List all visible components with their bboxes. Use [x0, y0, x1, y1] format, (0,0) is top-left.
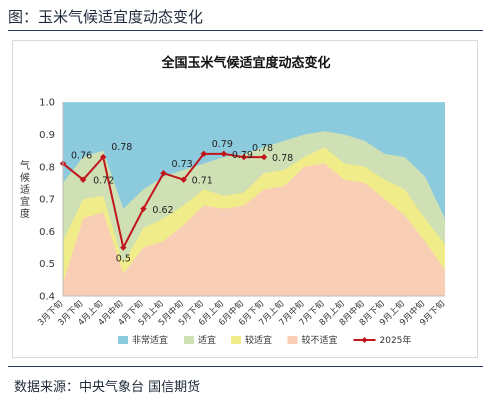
data-label: 0.79: [232, 150, 253, 161]
legend-label: 非常适宜: [132, 334, 168, 346]
y-axis-title-char: 气: [20, 159, 30, 172]
y-axis-title-char: 度: [20, 207, 30, 220]
y-tick-label: 0.6: [39, 227, 55, 238]
data-label: 0.78: [252, 143, 273, 154]
data-label: 0.62: [152, 205, 173, 216]
series-layer: [59, 150, 268, 251]
y-axis-title-char: 适: [20, 184, 30, 196]
legend-marker: [361, 337, 368, 343]
top-rule: [8, 30, 483, 31]
y-axis-title-char: 候: [20, 171, 30, 184]
data-label: 0.5: [116, 254, 131, 265]
data-labels: 0.760.720.780.50.620.730.710.790.790.780…: [71, 139, 293, 265]
band-area-4: [63, 163, 445, 296]
y-tick-label: 0.8: [39, 162, 55, 173]
series-point: [160, 170, 167, 177]
legend: 非常适宜 适宜 较适宜 较不适宜 2025年: [118, 334, 411, 346]
y-axis: 0.4 0.5 0.6 0.7 0.8 0.9 1.0 气候适宜度: [20, 98, 64, 303]
series-point: [260, 153, 268, 161]
legend-label: 2025年: [380, 334, 412, 346]
figure-caption: 图：玉米气候适宜度动态变化: [8, 8, 204, 26]
data-label: 0.71: [192, 176, 213, 187]
data-label: 0.78: [111, 142, 132, 153]
data-label: 0.73: [172, 159, 193, 170]
y-tick-label: 0.4: [39, 292, 55, 303]
legend-swatch: [184, 336, 194, 344]
series-point: [79, 176, 87, 183]
series-point: [120, 244, 127, 251]
legend-swatch: [231, 336, 241, 344]
y-tick-label: 0.9: [39, 130, 55, 141]
y-tick-label: 0.7: [39, 195, 55, 206]
legend-label: 较适宜: [245, 334, 272, 346]
chart-frame: 0.76 0.72 0.78 0.5 0.62 0.73 0.71 0.79 0.79 0.78 0…: [12, 40, 478, 358]
legend-swatch: [118, 336, 128, 344]
legend-swatch: [287, 336, 298, 344]
series-point: [200, 150, 207, 158]
legend-label: 适宜: [198, 334, 216, 346]
legend-label: 较不适宜: [302, 334, 338, 346]
y-tick-label: 1.0: [39, 98, 55, 109]
band-areas: [63, 102, 445, 297]
series-point: [220, 150, 228, 158]
y-axis-title-char: 宜: [20, 195, 30, 208]
data-label: 0.79: [212, 139, 233, 150]
data-label: 0.76: [71, 151, 92, 162]
chart-title: 全国玉米气候适宜度动态变化: [160, 55, 330, 71]
series-point: [240, 153, 248, 161]
bottom-rule: [8, 366, 483, 367]
source-note: 数据来源：中央气象台 国信期货: [14, 380, 201, 395]
x-axis: 3月下旬3月下旬4月上旬4月中旬4月下旬5月上旬5月中旬5月下旬6月上旬6月中旬…: [35, 295, 447, 328]
series-point: [140, 205, 147, 212]
series-point: [100, 153, 107, 161]
series-point: [180, 176, 187, 183]
data-label: 0.72: [93, 176, 114, 187]
y-tick-label: 0.5: [39, 259, 55, 270]
data-label: 0.78: [272, 153, 293, 164]
area-chart: 0.760.720.780.50.620.730.710.790.790.780…: [20, 55, 447, 346]
